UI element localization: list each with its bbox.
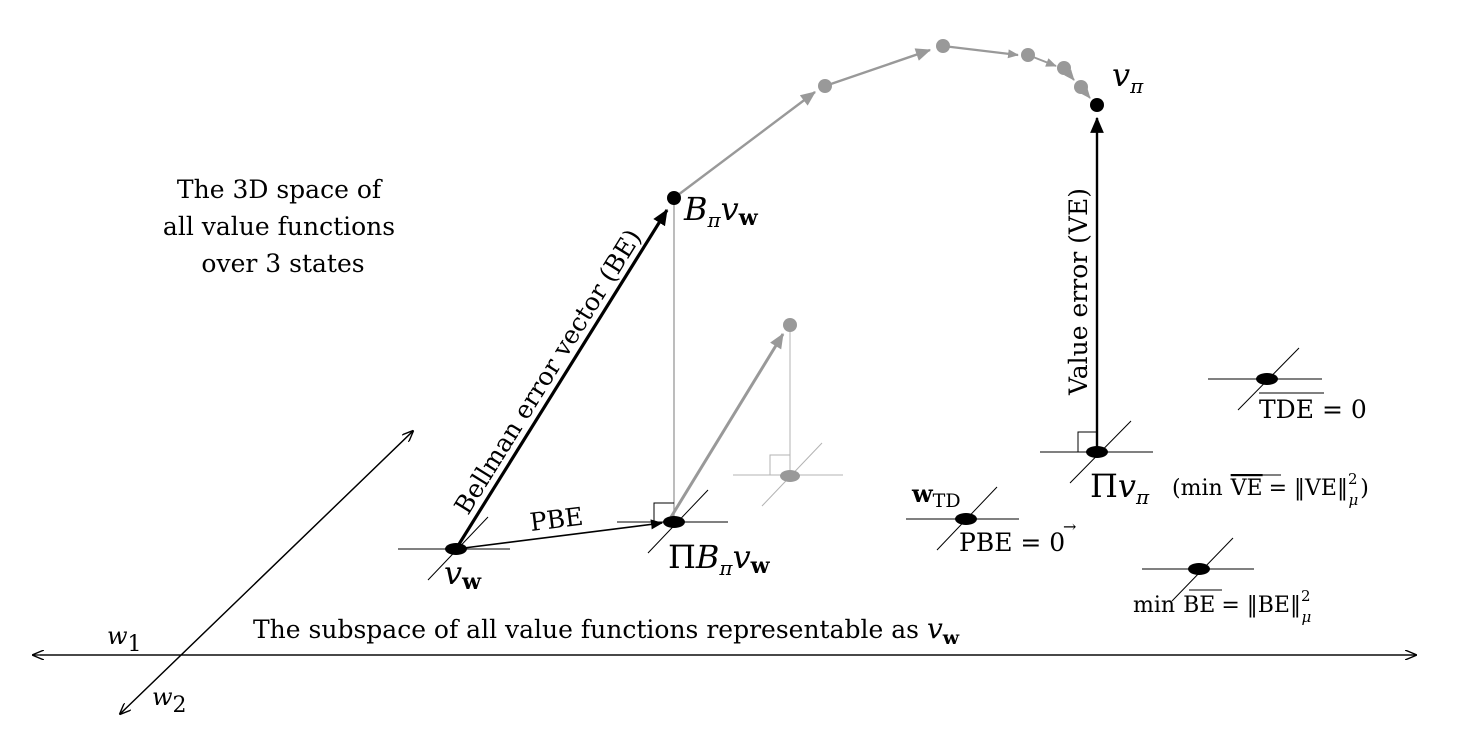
iterate-point (1074, 80, 1088, 94)
point-min-be (1188, 563, 1210, 575)
gray-projection (666, 318, 843, 523)
label-v-pi: vπ (1112, 56, 1144, 98)
w2-label: w2 (152, 683, 187, 718)
bellman-error-arrow (454, 209, 669, 550)
gray-target-point (783, 318, 797, 332)
w1-label: w1 (107, 622, 142, 657)
w2-axis-up (119, 431, 413, 715)
tde-zero-annotation: TDE = 0 (1259, 395, 1367, 424)
label-pi-b-pi-v-w: ΠBπvw (668, 538, 771, 580)
iterate-point (1057, 61, 1071, 75)
iterate-point (936, 39, 950, 53)
label-pi-v-pi: Πvπ (1090, 467, 1150, 509)
point-tde-zero (1256, 373, 1278, 385)
min-be-annotation: min BE = ‖BE‖2 μ (1133, 587, 1311, 626)
iterate-point (818, 79, 832, 93)
pbe-label: PBE (528, 502, 585, 537)
right-angle-mark (653, 502, 674, 522)
axes: w1 w2 (33, 431, 1416, 718)
space-caption: The 3D space of all value functions over… (163, 175, 403, 278)
point-b-pi-v-w (667, 191, 681, 205)
iteration-path (673, 39, 1091, 199)
point-v-w (445, 543, 467, 555)
bellman-error-label: Bellman error vector (BE) (448, 224, 647, 519)
label-w-td: wTD (911, 479, 961, 512)
point-v-pi (1090, 98, 1104, 112)
label-v-w: vw (444, 554, 482, 595)
point-pi-b-v-w (663, 516, 685, 528)
subspace-caption: The subspace of all value functions repr… (253, 612, 960, 649)
label-b-pi-v-w: Bπvw (683, 190, 759, 232)
point-w-td (955, 513, 977, 525)
pbe-arrow (455, 519, 663, 550)
iterate-point (1021, 48, 1035, 62)
value-error-label: Value error (VE) (1064, 188, 1093, 396)
pbe-zero-vector-mark: → (1063, 517, 1076, 536)
pbe-zero-annotation: PBE = 0 (959, 528, 1065, 557)
right-angle-mark (1077, 431, 1097, 452)
min-ve-annotation: (min VE = ‖VE‖2 μ) (1172, 470, 1369, 509)
gray-projected-point (780, 470, 800, 482)
point-pi-v-pi (1086, 446, 1108, 458)
